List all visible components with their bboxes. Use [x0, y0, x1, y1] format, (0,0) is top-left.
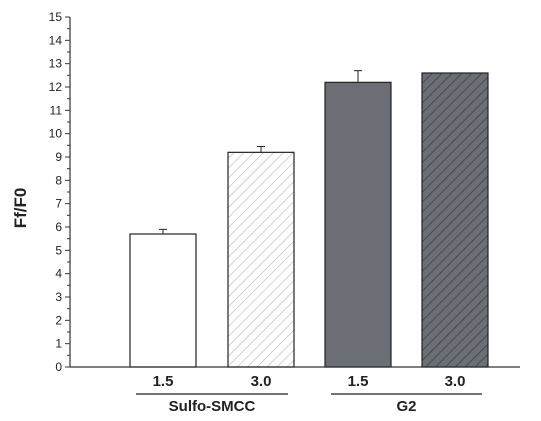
group-label: G2 — [396, 398, 416, 415]
bars-group — [129, 70, 489, 368]
y-tick-label: 13 — [49, 57, 63, 71]
x-tick-label: 1.5 — [153, 373, 174, 390]
y-tick-label: 1 — [55, 337, 62, 351]
x-tick-label: 3.0 — [445, 373, 466, 390]
y-tick-label: 3 — [55, 290, 62, 304]
y-tick-label: 0 — [55, 360, 62, 374]
y-tick-label: 6 — [55, 220, 62, 234]
bar — [421, 72, 489, 368]
bar — [324, 81, 392, 368]
bar — [129, 233, 197, 368]
y-tick-label: 14 — [49, 33, 63, 47]
x-tick-label: 3.0 — [251, 373, 272, 390]
y-axis-label: Ff/F0 — [11, 188, 30, 229]
group-label: Sulfo-SMCC — [169, 398, 256, 415]
x-axis: 1.5 3.0 1.5 3.0 Sulfo-SMCC G2 — [70, 366, 520, 415]
y-tick-label: 5 — [55, 243, 62, 257]
y-tick-label: 8 — [55, 173, 62, 187]
y-tick-label: 12 — [49, 80, 63, 94]
y-tick-label: 9 — [55, 150, 62, 164]
y-tick-label: 11 — [50, 103, 63, 117]
y-tick-label: 15 — [49, 10, 63, 24]
bar — [227, 151, 295, 368]
y-tick-label: 2 — [55, 313, 62, 327]
y-tick-label: 4 — [55, 267, 62, 281]
x-tick-label: 1.5 — [348, 373, 369, 390]
y-tick-label: 7 — [55, 197, 62, 211]
y-tick-label: 10 — [49, 127, 63, 141]
